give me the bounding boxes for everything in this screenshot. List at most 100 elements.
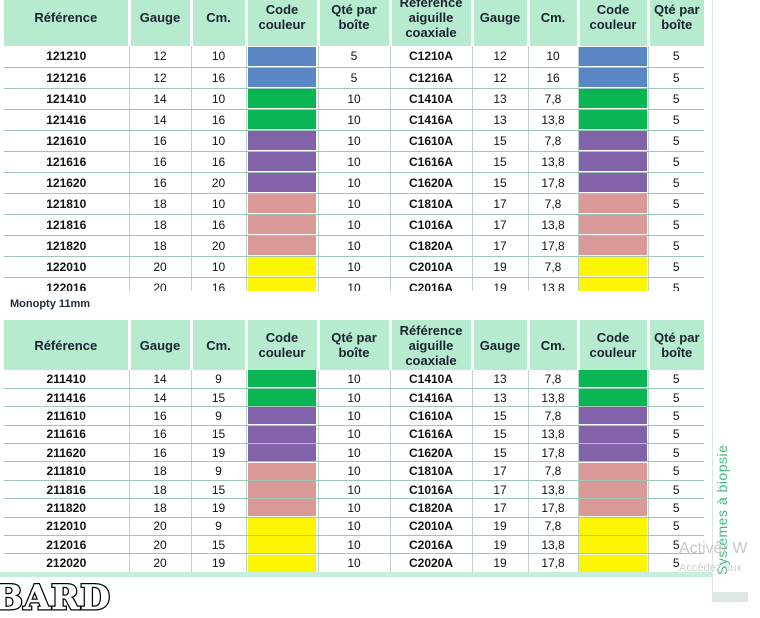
table-row: 211410 14 9 10 C1410A 13 7,8 5 bbox=[4, 370, 704, 389]
gauge-cell: 20 bbox=[129, 277, 192, 291]
header-coax-cm: Cm. bbox=[528, 320, 580, 370]
coaxial-color-code-cell bbox=[578, 193, 649, 215]
table-row: 212020 20 19 10 C2020A 19 17,8 5 bbox=[4, 553, 704, 573]
quantity-cell: 10 bbox=[318, 277, 391, 291]
activation-watermark-line1: Activer W bbox=[679, 540, 748, 557]
coaxial-quantity-cell: 5 bbox=[648, 67, 704, 89]
coaxial-color-code-cell bbox=[578, 235, 649, 257]
reference-cell: 122016 bbox=[4, 277, 130, 291]
coaxial-gauge-cell: 15 bbox=[472, 151, 529, 173]
color-swatch bbox=[248, 215, 316, 234]
coaxial-length-cell: 13,8 bbox=[528, 151, 579, 173]
reference-cell: 121210 bbox=[4, 46, 130, 68]
color-code-cell bbox=[246, 130, 319, 152]
color-code-cell bbox=[246, 517, 319, 537]
color-code-cell bbox=[246, 151, 319, 173]
color-swatch bbox=[248, 89, 316, 108]
reference-cell: 211416 bbox=[4, 388, 130, 408]
gauge-cell: 12 bbox=[129, 46, 192, 68]
coaxial-reference-cell: C2010A bbox=[390, 517, 473, 537]
quantity-cell: 10 bbox=[318, 172, 391, 194]
color-swatch bbox=[248, 278, 316, 291]
quantity-cell: 10 bbox=[318, 109, 391, 131]
color-swatch bbox=[579, 257, 647, 276]
color-swatch bbox=[579, 554, 647, 572]
length-cell: 10 bbox=[191, 193, 247, 215]
coaxial-reference-cell: C1016A bbox=[390, 214, 473, 236]
section-title-monopty: Monopty 11mm bbox=[10, 298, 91, 310]
coaxial-length-cell: 17,8 bbox=[528, 235, 579, 257]
coaxial-quantity-cell: 5 bbox=[648, 214, 704, 236]
coaxial-reference-cell: C1616A bbox=[390, 425, 473, 445]
gauge-cell: 18 bbox=[129, 193, 192, 215]
color-code-cell bbox=[246, 535, 319, 555]
coaxial-quantity-cell: 5 bbox=[648, 109, 704, 131]
coaxial-color-code-cell bbox=[578, 46, 649, 68]
reference-cell: 212010 bbox=[4, 517, 130, 537]
color-swatch bbox=[579, 131, 647, 150]
coaxial-color-code-cell bbox=[578, 425, 649, 445]
header-gauge: Gauge bbox=[129, 0, 193, 46]
coaxial-quantity-cell: 5 bbox=[648, 517, 704, 537]
coaxial-gauge-cell: 19 bbox=[472, 553, 529, 573]
color-code-cell bbox=[246, 553, 319, 573]
quantity-cell: 10 bbox=[318, 480, 391, 500]
length-cell: 10 bbox=[191, 88, 247, 110]
coaxial-reference-cell: C1216A bbox=[390, 67, 473, 89]
table2-header-row: Référence Gauge Cm. Code couleur Qté par… bbox=[4, 320, 704, 370]
length-cell: 20 bbox=[191, 172, 247, 194]
coaxial-length-cell: 13,8 bbox=[528, 109, 579, 131]
coaxial-length-cell: 16 bbox=[528, 67, 579, 89]
coaxial-length-cell: 17,8 bbox=[528, 172, 579, 194]
color-code-cell bbox=[246, 193, 319, 215]
coaxial-quantity-cell: 5 bbox=[648, 480, 704, 500]
reference-cell: 121810 bbox=[4, 193, 130, 215]
coaxial-color-code-cell bbox=[578, 406, 649, 426]
table-row: 121416 14 16 10 C1416A 13 13,8 5 bbox=[4, 109, 704, 131]
coaxial-length-cell: 7,8 bbox=[528, 193, 579, 215]
coaxial-color-code-cell bbox=[578, 214, 649, 236]
coaxial-length-cell: 17,8 bbox=[528, 553, 579, 573]
coaxial-gauge-cell: 15 bbox=[472, 406, 529, 426]
header-reference: Référence bbox=[4, 320, 131, 370]
coaxial-quantity-cell: 5 bbox=[648, 235, 704, 257]
color-swatch bbox=[579, 370, 647, 388]
coaxial-color-code-cell bbox=[578, 277, 649, 291]
color-code-cell bbox=[246, 443, 319, 463]
coaxial-quantity-cell: 5 bbox=[648, 406, 704, 426]
gauge-cell: 18 bbox=[129, 214, 192, 236]
gauge-cell: 20 bbox=[129, 256, 192, 278]
reference-cell: 211620 bbox=[4, 443, 130, 463]
reference-cell: 212016 bbox=[4, 535, 130, 555]
coaxial-gauge-cell: 15 bbox=[472, 443, 529, 463]
length-cell: 15 bbox=[191, 425, 247, 445]
coaxial-quantity-cell: 5 bbox=[648, 370, 704, 389]
quantity-cell: 10 bbox=[318, 406, 391, 426]
color-swatch bbox=[579, 110, 647, 129]
gauge-cell: 18 bbox=[129, 480, 192, 500]
color-swatch bbox=[248, 554, 316, 572]
coaxial-color-code-cell bbox=[578, 553, 649, 573]
coaxial-length-cell: 17,8 bbox=[528, 498, 579, 518]
coaxial-reference-cell: C1410A bbox=[390, 88, 473, 110]
color-code-cell bbox=[246, 172, 319, 194]
length-cell: 16 bbox=[191, 67, 247, 89]
product-table-1: Référence Gauge Cm. Code couleur Qté par… bbox=[4, 0, 704, 291]
coaxial-length-cell: 7,8 bbox=[528, 517, 579, 537]
coaxial-quantity-cell: 5 bbox=[648, 553, 704, 573]
coaxial-length-cell: 13,8 bbox=[528, 480, 579, 500]
color-swatch bbox=[579, 46, 647, 66]
color-swatch bbox=[248, 499, 316, 517]
table-row: 121810 18 10 10 C1810A 17 7,8 5 bbox=[4, 193, 704, 215]
length-cell: 9 bbox=[191, 461, 247, 481]
activation-watermark-line2: Accédez aux bbox=[679, 562, 742, 574]
table1-header-row: Référence Gauge Cm. Code couleur Qté par… bbox=[4, 0, 704, 46]
quantity-cell: 10 bbox=[318, 151, 391, 173]
coaxial-quantity-cell: 5 bbox=[648, 461, 704, 481]
header-gauge: Gauge bbox=[129, 320, 193, 370]
coaxial-quantity-cell: 5 bbox=[648, 130, 704, 152]
reference-cell: 121410 bbox=[4, 88, 130, 110]
color-swatch bbox=[579, 236, 647, 255]
length-cell: 10 bbox=[191, 46, 247, 68]
coaxial-color-code-cell bbox=[578, 480, 649, 500]
